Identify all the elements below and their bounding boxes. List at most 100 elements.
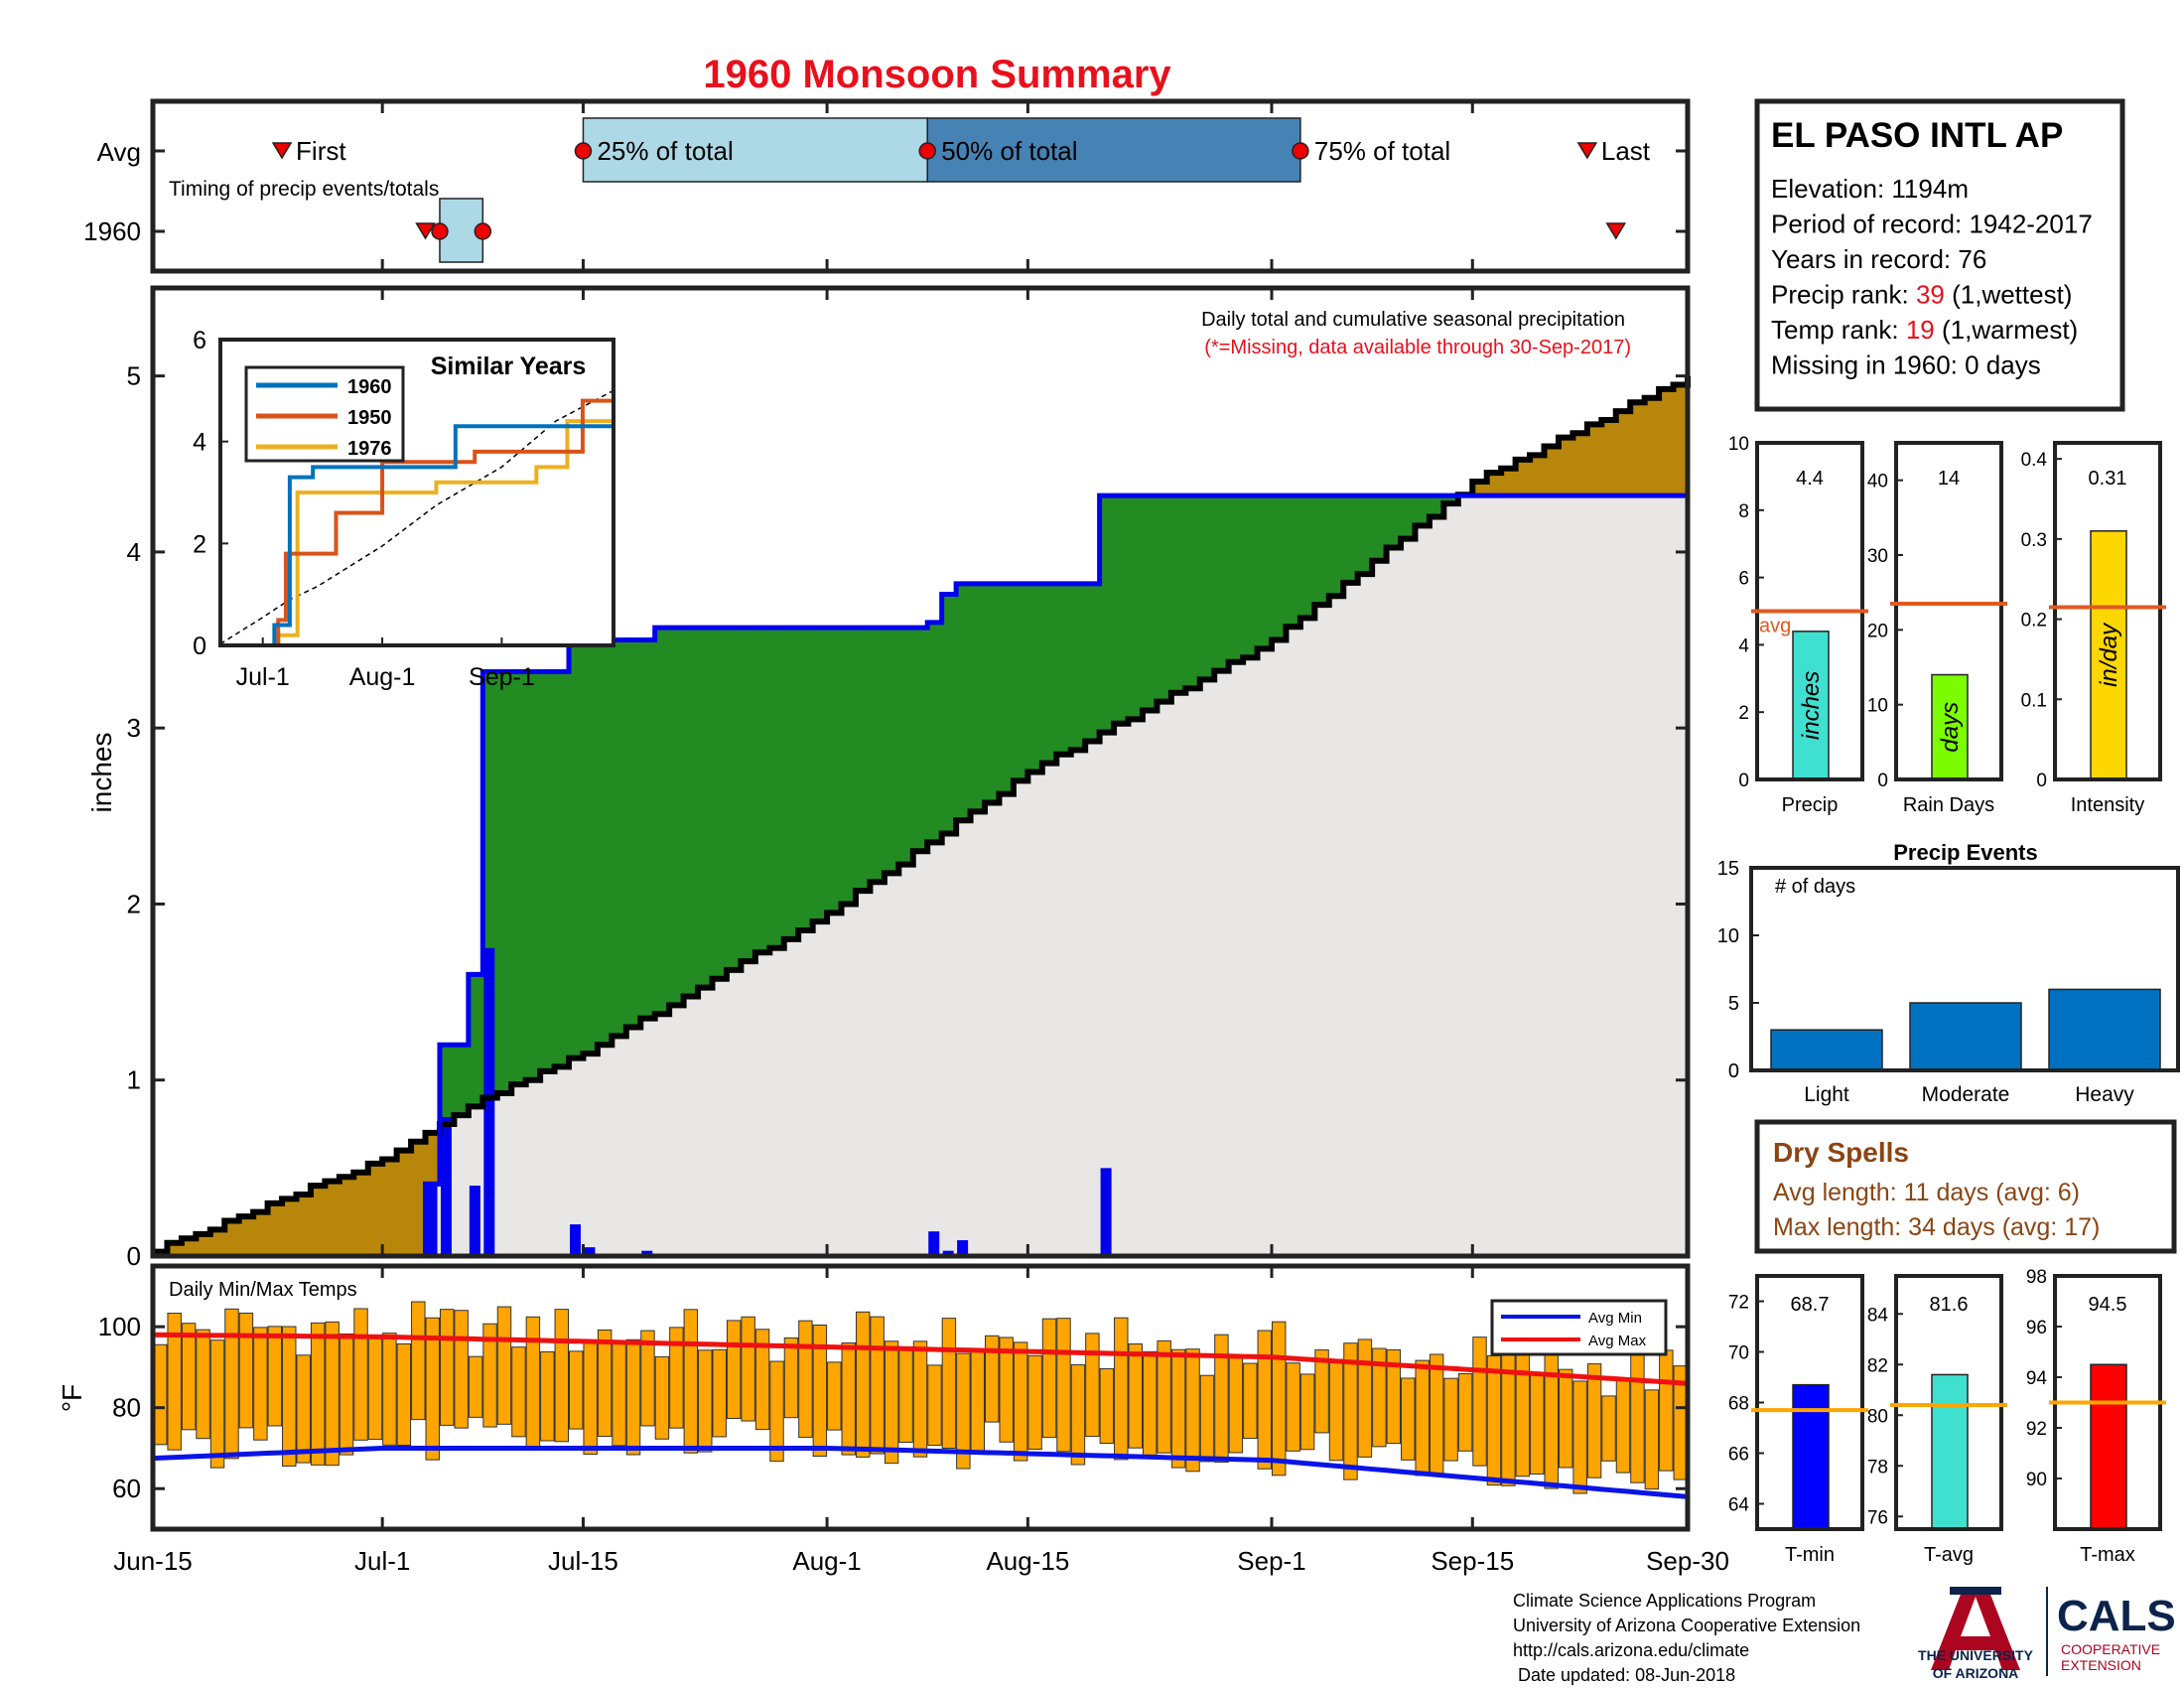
daily-temp-bar (411, 1301, 426, 1421)
daily-temp-bar (612, 1340, 626, 1447)
below-average-area (396, 1150, 412, 1256)
daily-temp-bar (282, 1326, 297, 1467)
below-average-area (339, 1177, 354, 1256)
above-average-area (1343, 495, 1359, 583)
daily-temp-bar (1257, 1330, 1272, 1470)
daily-temp-bar (941, 1318, 957, 1449)
above-average-area (1299, 495, 1315, 619)
below-average-area (353, 1172, 369, 1256)
above-average-area (1128, 495, 1144, 720)
below-average-area (1644, 397, 1660, 496)
daily-temp-bar (1486, 1354, 1502, 1486)
below-average-area (1558, 437, 1574, 496)
temps-label: Daily Min/Max Temps (169, 1279, 357, 1301)
mini-bar-y-tick: 0.4 (2021, 450, 2048, 471)
temp-bar-y-tick: 82 (1867, 1355, 1888, 1376)
station-info-line: Period of record: 1942-2017 (1771, 210, 2093, 239)
mini-bar-value-text: 4.4 (1796, 468, 1824, 490)
daily-temp-bar (253, 1327, 268, 1441)
daily-temp-bar (153, 1343, 168, 1446)
daily-temp-bar (310, 1322, 326, 1466)
avg-timing-marker (1292, 142, 1309, 160)
below-average-area (224, 1220, 240, 1256)
daily-temp-bar (912, 1340, 928, 1458)
below-average-area (1630, 402, 1646, 496)
daily-temp-bar (985, 1335, 1000, 1423)
daily-temp-bar (1530, 1372, 1545, 1476)
mini-bar-inner-label: inches (1798, 671, 1825, 740)
mini-bar-label: Precip (1782, 794, 1839, 816)
similar-years-inset: 0 2 4 6 Jul-1 Aug-1 Sep-1 Similar Years 1960 1… (193, 327, 615, 691)
below-average-area (1586, 424, 1602, 496)
daily-temp-bar (325, 1321, 340, 1467)
above-average-area (439, 1045, 456, 1125)
above-average-area (1386, 495, 1402, 548)
below-average-area (310, 1186, 326, 1256)
daily-temp-bar (468, 1355, 483, 1418)
dry-spells-box: Dry Spells Avg length: 11 days (avg: 6) … (1754, 1119, 2177, 1254)
daily-temp-bar (999, 1336, 1014, 1443)
above-average-area (597, 639, 613, 1046)
daily-temp-bar (396, 1342, 412, 1447)
above-average-area (985, 583, 1001, 803)
above-average-area (569, 639, 585, 1058)
daily-precip-bar (1100, 1168, 1112, 1256)
above-average-area (1401, 495, 1417, 539)
below-average-area (325, 1181, 341, 1256)
inset-x-tick-Sep-1: Sep-1 (469, 663, 535, 691)
daily-temp-bar (238, 1312, 254, 1429)
precip-event-label-Light: Light (1804, 1083, 1849, 1106)
daily-temp-bar (1299, 1373, 1315, 1451)
daily-temp-bar (1415, 1359, 1430, 1477)
daily-temp-bar (540, 1350, 555, 1442)
daily-temp-bar (209, 1339, 225, 1469)
inset-y-tick-0: 0 (193, 633, 206, 660)
above-average-area (827, 628, 843, 914)
daily-temp-bar (597, 1329, 613, 1438)
avg-timing-marker (574, 142, 593, 160)
above-average-area (741, 628, 756, 962)
x-axis: Jun-15 Jul-1 Jul-15 Aug-1 Aug-15 Sep-1 Sep-15 S… (113, 101, 1729, 1576)
temp-bar-chart-T-max: 94.5 T-max 90 92 94 96 98 (2026, 1267, 2166, 1566)
station-info-line: Temp rank: 19 (1,warmest) (1771, 315, 2078, 345)
temp-bar-y-tick: 90 (2026, 1470, 2047, 1490)
inset-x-tick-Aug-1: Aug-1 (349, 663, 416, 691)
footer-line-4: Date updated: 08-Jun-2018 (1513, 1665, 1735, 1685)
temp-bar-value (2090, 1363, 2127, 1530)
temp-bar-y-tick: 80 (1867, 1406, 1888, 1427)
ua-line-2: OF ARIZONA (1933, 1665, 2019, 1681)
above-average-area (1314, 495, 1330, 606)
daily-temp-bar (1041, 1318, 1057, 1439)
year-timing-marker (1605, 222, 1627, 240)
temp-bar-value (1792, 1383, 1830, 1530)
temp-bar-label: T-max (2080, 1544, 2135, 1566)
above-average-area (612, 639, 627, 1037)
daily-temp-bar (625, 1338, 641, 1456)
above-average-area (769, 628, 785, 948)
avg-timing-label: Last (1601, 136, 1651, 166)
above-average-area (999, 583, 1015, 794)
mini-bar-y-tick: 0 (1877, 771, 1888, 791)
timing-row-year: 1960 (83, 216, 141, 246)
year-timing-marker (474, 222, 492, 240)
temp-bar-label: T-avg (1924, 1544, 1974, 1566)
avg-q1-q2-box (582, 117, 928, 183)
temp-bar-y-tick: 70 (1728, 1343, 1749, 1364)
precip-event-bar-Heavy (2048, 988, 2161, 1071)
daily-temp-bar (1271, 1321, 1287, 1477)
avg-q2-q3-box (926, 117, 1301, 183)
above-average-area (841, 628, 857, 905)
daily-temp-bar (569, 1350, 584, 1430)
daily-temp-bar (1472, 1336, 1487, 1467)
daily-temp-bar (1630, 1349, 1645, 1483)
temp-bar-y-tick: 94 (2026, 1368, 2048, 1389)
temp-bar-y-tick: 66 (1728, 1445, 1749, 1466)
temp-bar-y-tick: 68 (1728, 1394, 1749, 1415)
daily-temp-bar (1199, 1374, 1215, 1463)
daily-temp-bar (1142, 1350, 1158, 1460)
inset-y-tick-2: 2 (193, 530, 206, 558)
temp-bar-y-tick: 98 (2026, 1267, 2047, 1288)
daily-temp-bar (1157, 1339, 1171, 1454)
below-average-area (253, 1211, 269, 1256)
avg-timing-label: 25% of total (597, 136, 733, 166)
